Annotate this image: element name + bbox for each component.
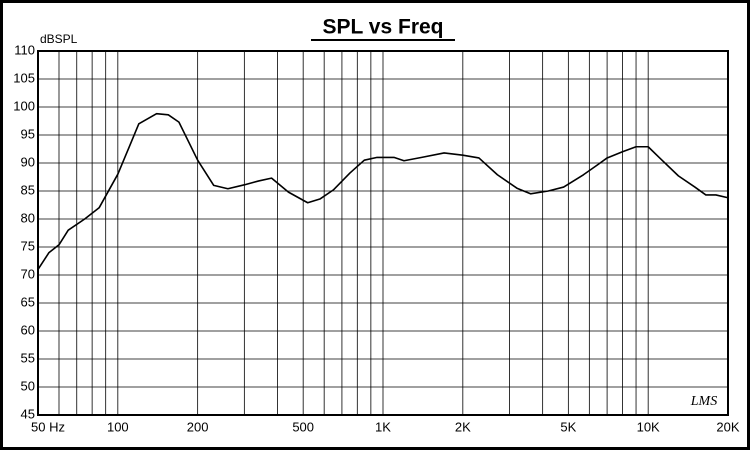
y-tick-label: 90 bbox=[21, 154, 35, 169]
y-tick-label: 75 bbox=[21, 238, 35, 253]
x-tick-label: 500 bbox=[292, 419, 314, 434]
plot-frame bbox=[37, 50, 729, 416]
y-tick-label: 60 bbox=[21, 322, 35, 337]
x-tick-label: 100 bbox=[107, 419, 129, 434]
y-tick-label: 85 bbox=[21, 182, 35, 197]
y-tick-label: 80 bbox=[21, 210, 35, 225]
y-tick-label: 105 bbox=[13, 70, 35, 85]
y-tick-label: 70 bbox=[21, 266, 35, 281]
y-axis-label: dBSPL bbox=[40, 32, 78, 46]
x-tick-label: 200 bbox=[187, 419, 209, 434]
x-tick-label: 50 Hz bbox=[31, 419, 65, 434]
y-tick-label: 50 bbox=[21, 378, 35, 393]
x-tick-label: 5K bbox=[560, 419, 576, 434]
y-tick-label: 100 bbox=[13, 98, 35, 113]
x-tick-label: 10K bbox=[637, 419, 660, 434]
chart-title: SPL vs Freq bbox=[323, 16, 444, 39]
x-tick-label: 20K bbox=[716, 419, 739, 434]
spl-curve bbox=[37, 112, 729, 270]
y-tick-label: 110 bbox=[14, 42, 35, 57]
x-tick-label: 2K bbox=[455, 419, 471, 434]
y-tick-label: 95 bbox=[21, 126, 35, 141]
y-tick-label: 45 bbox=[21, 406, 35, 421]
x-tick-label: 1K bbox=[375, 419, 391, 434]
y-tick-label: 55 bbox=[21, 350, 35, 365]
annotation: LMS bbox=[690, 394, 717, 409]
y-tick-label: 65 bbox=[21, 294, 35, 309]
